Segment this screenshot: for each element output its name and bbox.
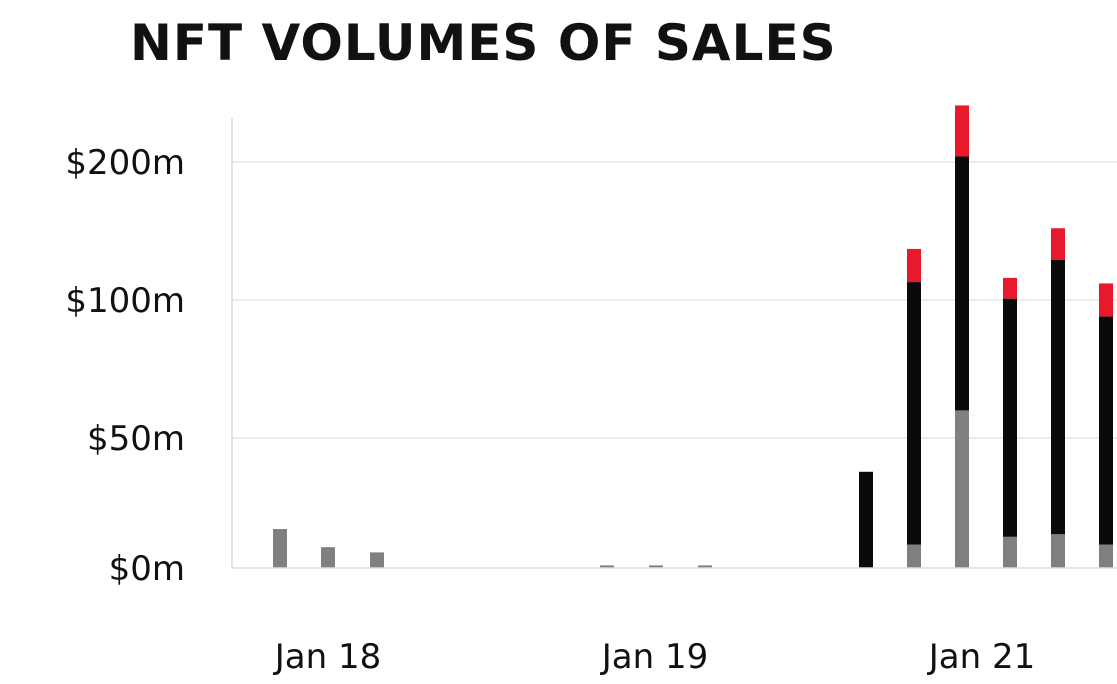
bar-segment: [955, 410, 969, 568]
bar-segment: [649, 565, 663, 568]
y-tick-label: $50m: [87, 419, 185, 459]
bar-segment: [1099, 544, 1113, 568]
x-tick-label: Jan 18: [273, 637, 381, 677]
bar-segment: [1051, 228, 1065, 260]
bar-segment: [955, 156, 969, 411]
gridlines: [232, 161, 1117, 439]
x-tick-label: Jan 19: [600, 637, 708, 677]
bar-segment: [1003, 277, 1017, 299]
bar-segment: [1099, 283, 1113, 317]
bar-segment: [1051, 259, 1065, 535]
bar-segment: [1003, 536, 1017, 568]
chart-title: NFT VOLUMES OF SALES: [130, 14, 837, 72]
y-tick-label: $200m: [65, 143, 185, 183]
bar-segment: [907, 248, 921, 283]
axes: [231, 118, 1117, 569]
bar-segment: [907, 544, 921, 568]
bar-segment: [1099, 316, 1113, 545]
bar-segment: [273, 529, 287, 568]
y-tick-labels: $0m $50m $100m $200m: [65, 143, 185, 589]
bar-segment: [370, 552, 384, 568]
bar-segment: [1003, 298, 1017, 537]
bar-segment: [698, 565, 712, 568]
y-tick-label: $0m: [109, 549, 185, 589]
x-tick-labels: Jan 18 Jan 19 Jan 21: [273, 637, 1035, 677]
x-tick-label: Jan 21: [927, 637, 1035, 677]
y-tick-label: $100m: [65, 281, 185, 321]
bar-segment: [321, 547, 335, 568]
bar-segment: [955, 105, 969, 157]
bar-segment: [859, 471, 873, 568]
bars: [273, 105, 1113, 568]
bar-segment: [600, 565, 614, 568]
bar-segment: [1051, 534, 1065, 568]
bar-segment: [907, 282, 921, 545]
